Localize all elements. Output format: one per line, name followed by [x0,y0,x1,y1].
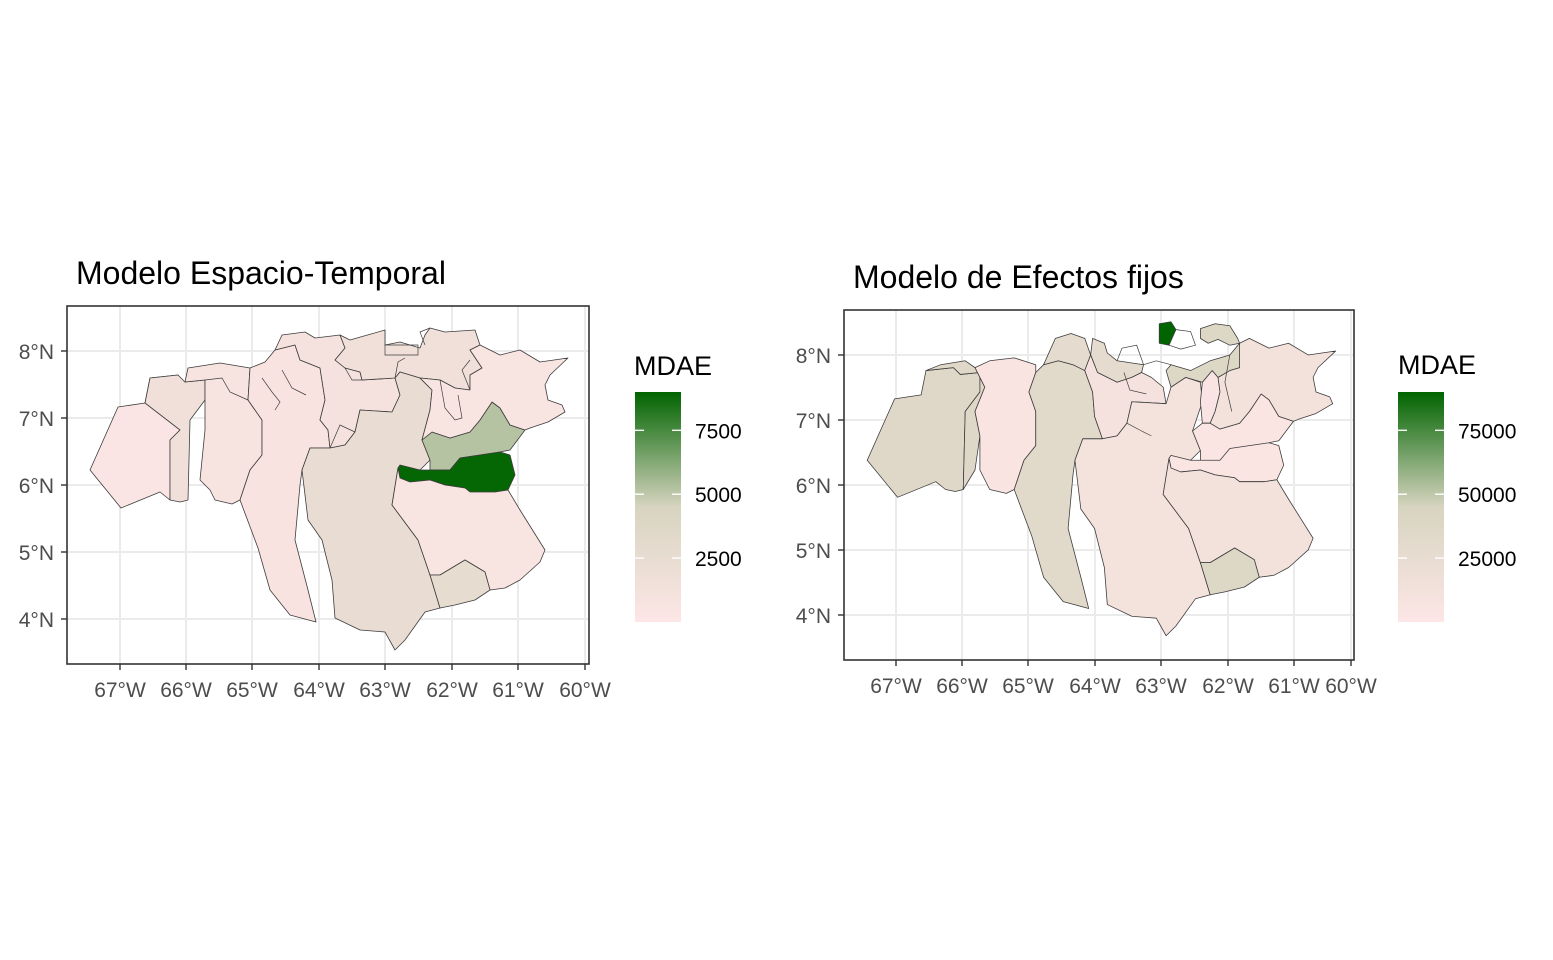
x-tick-label: 60°W [1325,675,1377,698]
panel-title: Modelo de Efectos fijos [853,259,1184,295]
x-axis: 67°W 66°W 65°W 64°W 63°W 62°W 61°W 60°W [94,664,611,702]
y-tick-label: 5°N [19,542,54,565]
x-tick-label: 66°W [160,679,212,702]
legend-label: 50000 [1458,484,1516,507]
y-axis: 4°N 5°N 6°N 7°N 8°N [19,341,67,632]
y-tick-label: 4°N [19,609,54,632]
legend: MDAE 2500 5000 7500 [634,351,742,622]
legend-label: 25000 [1458,548,1516,571]
legend-title: MDAE [1398,350,1476,380]
x-tick-label: 61°W [1268,675,1320,698]
x-tick-label: 60°W [559,679,611,702]
map-region [144,374,206,503]
y-tick-label: 7°N [19,408,54,431]
map-region [429,559,491,609]
x-tick-label: 66°W [936,675,988,698]
map-regions [866,321,1337,637]
x-tick-label: 65°W [226,679,278,702]
y-tick-label: 5°N [796,540,831,563]
y-tick-label: 6°N [796,475,831,498]
y-axis: 4°N 5°N 6°N 7°N 8°N [796,345,844,628]
legend-label: 5000 [695,484,742,507]
y-tick-label: 8°N [19,341,54,364]
map-panel-efectos-fijos: Modelo de Efectos fijos [796,259,1517,698]
y-tick-label: 4°N [796,605,831,628]
legend-label: 75000 [1458,420,1516,443]
x-tick-label: 63°W [1135,675,1187,698]
legend-title: MDAE [634,351,712,381]
map-regions [89,327,569,651]
region-borders [204,327,471,449]
x-tick-label: 67°W [870,675,922,698]
map-region [925,360,986,490]
legend-label: 2500 [695,548,742,571]
legend-colorbar [635,392,681,622]
map-region [1084,354,1167,440]
x-tick-label: 62°W [426,679,478,702]
x-tick-label: 62°W [1202,675,1254,698]
x-tick-label: 67°W [94,679,146,702]
map-region [866,367,981,498]
map-body: 4°N 5°N 6°N 7°N 8°N 67°W 66°W 65°W 64°W … [796,309,1377,698]
x-axis: 67°W 66°W 65°W 64°W 63°W 62°W 61°W 60°W [870,660,1377,698]
y-tick-label: 6°N [19,475,54,498]
map-region [1158,321,1177,346]
legend-colorbar [1398,392,1444,622]
x-tick-label: 64°W [293,679,345,702]
legend-label: 7500 [695,420,742,443]
x-tick-label: 61°W [492,679,544,702]
y-tick-label: 7°N [796,410,831,433]
x-tick-label: 64°W [1069,675,1121,698]
y-tick-label: 8°N [796,345,831,368]
region-borders [1116,329,1233,437]
panel-title: Modelo Espacio-Temporal [76,255,446,291]
x-tick-label: 65°W [1002,675,1054,698]
map-panel-espacio-temporal: Modelo Espacio-Temporal [19,255,742,702]
x-tick-label: 63°W [359,679,411,702]
legend: MDAE 25000 50000 75000 [1398,350,1516,622]
map-region [1165,323,1260,596]
